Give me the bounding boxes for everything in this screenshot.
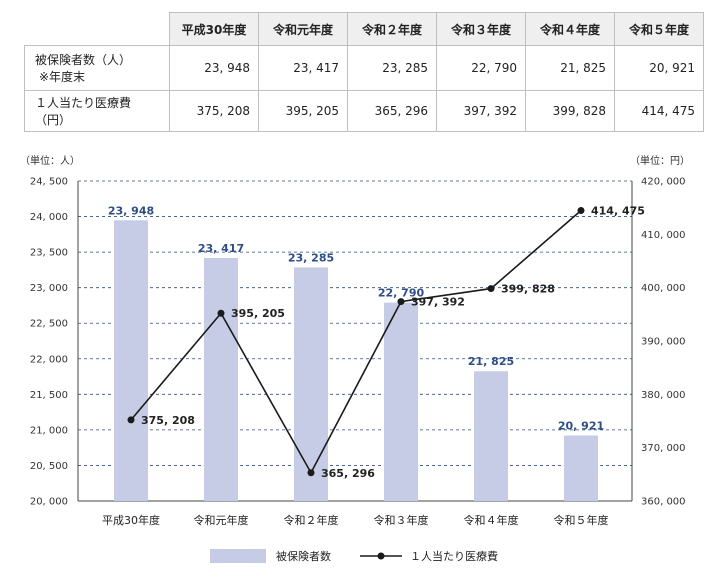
line-data-label: 399, 828	[501, 283, 555, 296]
table-cell: 399, 828	[525, 90, 615, 132]
category-label: 令和４年度	[464, 513, 519, 527]
line-data-label: 365, 296	[321, 467, 375, 480]
bar-data-label: 23, 948	[108, 204, 154, 217]
table-cell: 414, 475	[614, 90, 704, 132]
bar	[294, 267, 328, 501]
right-tick-label: 390, 000	[641, 337, 686, 348]
line-point	[217, 309, 225, 317]
bar	[114, 220, 148, 501]
line-data-label: 375, 208	[141, 414, 195, 427]
right-tick-label: 400, 000	[641, 283, 686, 294]
data-table: 平成30年度 令和元年度 令和２年度 令和３年度 令和４年度 令和５年度 被保険…	[24, 12, 704, 132]
table-cell: 20, 921	[614, 45, 704, 91]
line-point	[487, 285, 495, 293]
legend-bar-swatch	[210, 549, 266, 563]
bar-data-label: 23, 417	[198, 242, 244, 255]
left-tick-label: 21, 500	[30, 390, 68, 401]
table-cell: 21, 825	[525, 45, 615, 91]
category-label: 令和元年度	[194, 513, 249, 527]
right-tick-label: 410, 000	[641, 230, 686, 241]
column-header: 令和元年度	[258, 12, 348, 46]
right-tick-label: 370, 000	[641, 443, 686, 454]
bar	[204, 258, 238, 501]
right-tick-label: 420, 000	[641, 177, 686, 188]
left-tick-label: 20, 000	[30, 497, 68, 508]
bar-data-label: 20, 921	[558, 420, 604, 433]
line-data-label: 397, 392	[411, 296, 465, 309]
left-tick-label: 22, 000	[30, 354, 68, 365]
right-tick-label: 380, 000	[641, 390, 686, 401]
table-header-row: 平成30年度 令和元年度 令和２年度 令和３年度 令和４年度 令和５年度	[24, 12, 704, 46]
line-data-label: 414, 475	[591, 204, 645, 217]
bar	[474, 371, 508, 501]
category-label: 令和２年度	[284, 513, 339, 527]
left-tick-label: 24, 500	[30, 177, 68, 188]
table-cell: 375, 208	[169, 90, 259, 132]
legend-bar-label: 被保険者数	[276, 549, 331, 563]
bar-data-label: 21, 825	[468, 355, 514, 368]
right-tick-label: 360, 000	[641, 497, 686, 508]
bar	[384, 302, 418, 501]
bar-data-label: 22, 790	[378, 287, 425, 300]
line-data-label: 395, 205	[231, 307, 285, 320]
legend-line-marker	[377, 552, 385, 560]
category-label: 令和５年度	[554, 513, 609, 527]
right-axis-unit: （単位：円）	[630, 154, 690, 167]
row-header: １人当たり医療費（円）	[24, 90, 170, 132]
bar-data-label: 23, 285	[288, 251, 334, 264]
left-axis-unit: （単位：人）	[20, 154, 80, 167]
table-cell: 365, 296	[347, 90, 437, 132]
left-tick-label: 23, 000	[30, 283, 68, 294]
left-tick-label: 22, 500	[30, 319, 68, 330]
row-header: 被保険者数（人） ※年度末	[24, 45, 170, 91]
row-header-line: 被保険者数（人）	[35, 53, 132, 67]
table-row: １人当たり医療費（円） 375, 208 395, 205 365, 296 3…	[24, 90, 704, 132]
table-cell: 23, 948	[169, 45, 259, 91]
line-point	[307, 469, 315, 477]
category-label: 令和３年度	[374, 513, 429, 527]
table-row: 被保険者数（人） ※年度末 23, 948 23, 417 23, 285 22…	[24, 45, 704, 91]
row-header-line: １人当たり医療費（円）	[35, 96, 132, 127]
left-tick-label: 24, 000	[30, 212, 68, 223]
table-corner	[24, 12, 170, 46]
table-cell: 397, 392	[436, 90, 526, 132]
left-tick-label: 23, 500	[30, 248, 68, 259]
table-cell: 23, 417	[258, 45, 348, 91]
line-point	[127, 416, 135, 424]
line-point	[397, 298, 405, 306]
legend-line-label: １人当たり医療費	[410, 549, 498, 563]
left-tick-label: 20, 500	[30, 461, 68, 472]
row-header-note: ※年度末	[39, 70, 86, 84]
category-label: 平成30年度	[102, 513, 160, 527]
column-header: 令和５年度	[614, 12, 704, 46]
table-cell: 23, 285	[347, 45, 437, 91]
bar	[564, 435, 598, 501]
line-point	[577, 206, 585, 214]
left-tick-label: 21, 000	[30, 425, 68, 436]
line-series	[130, 209, 582, 475]
